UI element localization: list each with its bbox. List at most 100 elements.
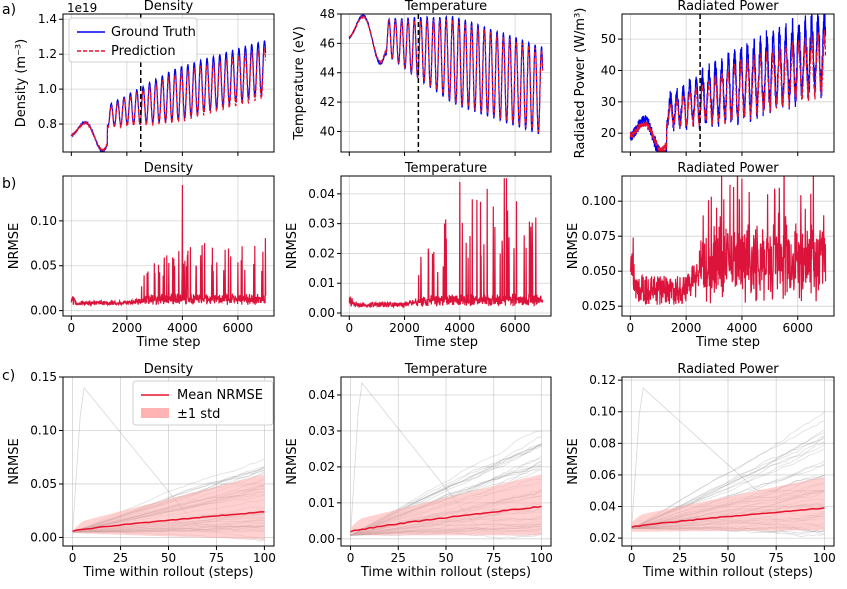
- x-tick-label: 0: [628, 551, 636, 565]
- y-tick-label: 0.00: [30, 304, 57, 318]
- row-label-b: b): [2, 176, 16, 192]
- legend-entry: Ground Truth: [111, 25, 196, 40]
- plot-area: [348, 14, 544, 152]
- y-tick-label: 40: [601, 63, 616, 77]
- chart-c-temperature: 0 25 50 75 100 0.00 0.01 0.02 0.03 0.04 Temperatur…: [285, 362, 553, 580]
- series-line-prediction: [629, 30, 827, 152]
- series-line-nrmse: [348, 178, 544, 309]
- y-axis-label: Radiated Power (W/m³): [573, 8, 588, 159]
- x-tick-label: 0: [69, 551, 77, 565]
- y-axis-label: NRMSE: [285, 438, 300, 484]
- series-line-nrmse: [70, 184, 267, 308]
- chart-title: Density: [144, 161, 194, 176]
- chart-title: Radiated Power: [677, 0, 779, 14]
- y-tick-label: 0.05: [30, 477, 57, 491]
- chart-title: Density: [144, 362, 194, 377]
- y-axis-label: Density (m⁻³): [14, 39, 29, 127]
- x-tick-label: 50: [161, 551, 176, 565]
- axes-frame: [621, 175, 835, 317]
- y-tick-label: 0.075: [582, 229, 616, 243]
- x-axis-label: Time within rollout (steps): [360, 565, 531, 580]
- y-axis-label: NRMSE: [566, 438, 581, 484]
- x-tick-label: 6000: [223, 321, 254, 335]
- mean-nrmse-line: [631, 507, 825, 528]
- y-axis-label: NRMSE: [7, 438, 22, 484]
- plot-area: [72, 386, 265, 542]
- y-tick-label: 50: [601, 32, 616, 46]
- legend-entry: Mean NRMSE: [177, 388, 263, 403]
- y-tick-label: 48: [320, 7, 335, 21]
- series-line-prediction: [348, 14, 544, 132]
- y-tick-label: 0.04: [308, 187, 335, 201]
- x-tick-label: 6000: [500, 321, 531, 335]
- x-tick-label: 100: [253, 551, 276, 565]
- y-tick-label: 0.02: [308, 246, 335, 260]
- y-tick-label: 0.08: [589, 436, 616, 450]
- x-tick-label: 6000: [782, 321, 813, 335]
- chart-b-temperature: 0 2000 4000 6000 0.00 0.01 0.02 0.03 0.04 Tempera…: [285, 161, 552, 350]
- x-axis-label: Time step: [413, 335, 478, 350]
- y-tick-label: 0.8: [38, 117, 57, 131]
- x-tick-label: 100: [813, 551, 836, 565]
- x-tick-label: 2000: [671, 321, 702, 335]
- x-tick-label: 0: [627, 321, 635, 335]
- chart-c-radiated-power: 0 25 50 75 100 0.02 0.04 0.06 0.08 0.10 0.12 Radiat…: [566, 362, 836, 580]
- y-axis-label: NRMSE: [7, 223, 22, 269]
- x-tick-label: 25: [391, 551, 406, 565]
- plot-area: [70, 14, 267, 152]
- row-label-a: a): [2, 2, 16, 18]
- y-tick-label: 42: [320, 95, 335, 109]
- chart-a-radiated-power: 20 30 40 50 Radiated Power Radiated Power (W/…: [573, 0, 835, 159]
- y-tick-label: 0.04: [589, 500, 616, 514]
- y-tick-label: 0.00: [30, 530, 57, 544]
- y-axis-label: Temperature (eV): [292, 26, 307, 141]
- x-tick-label: 75: [209, 551, 224, 565]
- y-tick-label: 0.025: [582, 299, 616, 313]
- y-tick-label: 1.0: [38, 82, 57, 96]
- mean-nrmse-line: [350, 505, 542, 533]
- y-tick-label: 0.02: [589, 531, 616, 545]
- y-tick-label: 0.050: [582, 264, 616, 278]
- x-tick-label: 75: [769, 551, 784, 565]
- y-offset-text: 1e19: [67, 1, 97, 15]
- x-tick-label: 4000: [445, 321, 476, 335]
- y-tick-label: 0.12: [589, 373, 616, 387]
- y-axis-label: NRMSE: [566, 223, 581, 269]
- x-tick-label: 25: [113, 551, 128, 565]
- x-tick-label: 0: [345, 321, 353, 335]
- x-tick-label: 0: [68, 321, 76, 335]
- y-tick-label: 0.100: [582, 194, 616, 208]
- y-axis-label: NRMSE: [285, 223, 300, 269]
- x-tick-label: 50: [438, 551, 453, 565]
- x-tick-label: 2000: [112, 321, 143, 335]
- chart-c-density: 0 25 50 75 100 0.00 0.05 0.10 0.15 Density Time wi…: [7, 362, 276, 580]
- chart-title: Radiated Power: [677, 362, 779, 377]
- y-tick-label: 1.4: [38, 12, 57, 26]
- axes-frame: [340, 13, 552, 153]
- std-band: [72, 474, 265, 540]
- y-tick-label: 20: [601, 126, 616, 140]
- y-tick-label: 0.00: [308, 532, 335, 546]
- x-tick-label: 2000: [389, 321, 420, 335]
- plot-area: [629, 14, 827, 152]
- series-line-prediction: [70, 48, 267, 152]
- y-tick-label: 0.02: [308, 460, 335, 474]
- y-tick-label: 0.10: [30, 214, 57, 228]
- x-tick-label: 4000: [167, 321, 198, 335]
- y-tick-label: 0.00: [308, 306, 335, 320]
- y-tick-label: 40: [320, 124, 335, 138]
- plot-area: [348, 178, 544, 309]
- y-tick-label: 30: [601, 95, 616, 109]
- x-tick-label: 75: [486, 551, 501, 565]
- y-tick-label: 44: [320, 66, 335, 80]
- chart-a-density: 0.8 1.0 1.2 1.4 Density Density (m⁻³) 1e19 Grou…: [14, 0, 275, 156]
- row-label-c: c): [2, 368, 15, 384]
- x-tick-label: 0: [347, 551, 355, 565]
- x-axis-label: Time step: [695, 335, 760, 350]
- std-band: [350, 474, 542, 536]
- x-tick-label: 25: [672, 551, 687, 565]
- y-tick-label: 46: [320, 36, 335, 50]
- y-tick-label: 0.15: [30, 370, 57, 384]
- chart-title: Radiated Power: [677, 161, 779, 176]
- chart-title: Temperature: [404, 362, 487, 377]
